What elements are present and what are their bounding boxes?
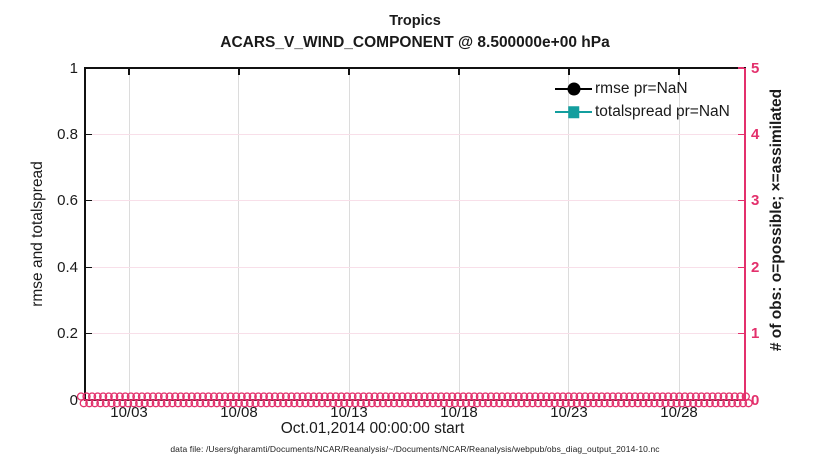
top-axis-tick <box>348 69 350 75</box>
left-tick-label: 0.8 <box>57 125 78 143</box>
title-block: Tropics ACARS_V_WIND_COMPONENT @ 8.50000… <box>0 11 830 54</box>
top-axis-tick <box>678 69 680 75</box>
left-axis-tick <box>86 200 92 202</box>
filled-circle-marker-icon <box>567 82 580 96</box>
top-axis-tick <box>458 69 460 75</box>
left-axis-tick <box>86 266 92 268</box>
legend: rmse pr=NaN totalspread pr=NaN <box>555 80 730 121</box>
right-tick-label: 5 <box>751 59 760 77</box>
grid-line-vertical <box>238 69 240 399</box>
axis-line-top <box>84 67 746 69</box>
legend-line-sample <box>555 82 592 96</box>
filled-square-marker-icon <box>567 106 580 118</box>
right-tick-label: 0 <box>751 391 760 409</box>
axis-line-right <box>744 68 746 400</box>
top-axis-tick <box>128 69 130 75</box>
top-axis-tick <box>238 69 240 75</box>
left-axis-label: rmse and totalspread <box>29 161 46 307</box>
grid-line-horizontal <box>86 200 744 202</box>
right-tick-label: 2 <box>751 258 760 276</box>
x-axis-label: Oct.01,2014 00:00:00 start <box>280 420 465 437</box>
grid-line-vertical <box>568 69 570 399</box>
x-tick-label: 10/08 <box>220 404 258 421</box>
grid-line-horizontal <box>86 266 744 268</box>
left-axis-tick <box>86 333 92 335</box>
right-tick-label: 3 <box>751 192 760 210</box>
right-axis-tick <box>738 266 744 268</box>
grid-line-vertical <box>348 69 350 399</box>
obs-count-marker-band <box>76 392 753 408</box>
right-axis-tick <box>738 67 744 69</box>
top-axis-tick <box>568 69 570 75</box>
x-tick-label: 10/03 <box>110 404 148 421</box>
right-axis-tick <box>738 200 744 202</box>
legend-item-label: totalspread pr=NaN <box>595 103 730 120</box>
left-tick-label: 0.6 <box>57 192 78 210</box>
right-tick-label: 1 <box>751 325 760 343</box>
left-tick-label: 0.4 <box>57 258 78 276</box>
plot-subtitle: ACARS_V_WIND_COMPONENT @ 8.500000e+00 hP… <box>220 34 610 51</box>
axis-line-left <box>84 68 86 400</box>
left-tick-label: 1 <box>69 59 78 77</box>
plot-area <box>85 68 745 400</box>
data-file-caption: data file: /Users/gharamti/Documents/NCA… <box>170 444 660 454</box>
x-tick-label: 10/18 <box>440 404 478 421</box>
legend-item: rmse pr=NaN <box>555 80 730 98</box>
grid-line-horizontal <box>86 333 744 335</box>
x-tick-label: 10/23 <box>550 404 588 421</box>
left-axis-tick <box>86 133 92 135</box>
grid-line-vertical <box>458 69 460 399</box>
legend-line-sample <box>555 106 592 118</box>
grid-line-vertical <box>678 69 680 399</box>
plot-title: Tropics <box>389 13 441 29</box>
x-tick-label: 10/28 <box>660 404 698 421</box>
legend-item-label: rmse pr=NaN <box>595 80 688 97</box>
left-axis-tick <box>86 67 92 69</box>
right-axis-tick <box>738 133 744 135</box>
right-axis-tick <box>738 333 744 335</box>
legend-item: totalspread pr=NaN <box>555 103 730 121</box>
x-tick-label: 10/13 <box>330 404 368 421</box>
right-tick-label: 4 <box>751 125 760 143</box>
grid-line-horizontal <box>86 133 744 135</box>
left-tick-label: 0 <box>69 391 78 409</box>
left-tick-label: 0.2 <box>57 325 78 343</box>
grid-line-vertical <box>128 69 130 399</box>
